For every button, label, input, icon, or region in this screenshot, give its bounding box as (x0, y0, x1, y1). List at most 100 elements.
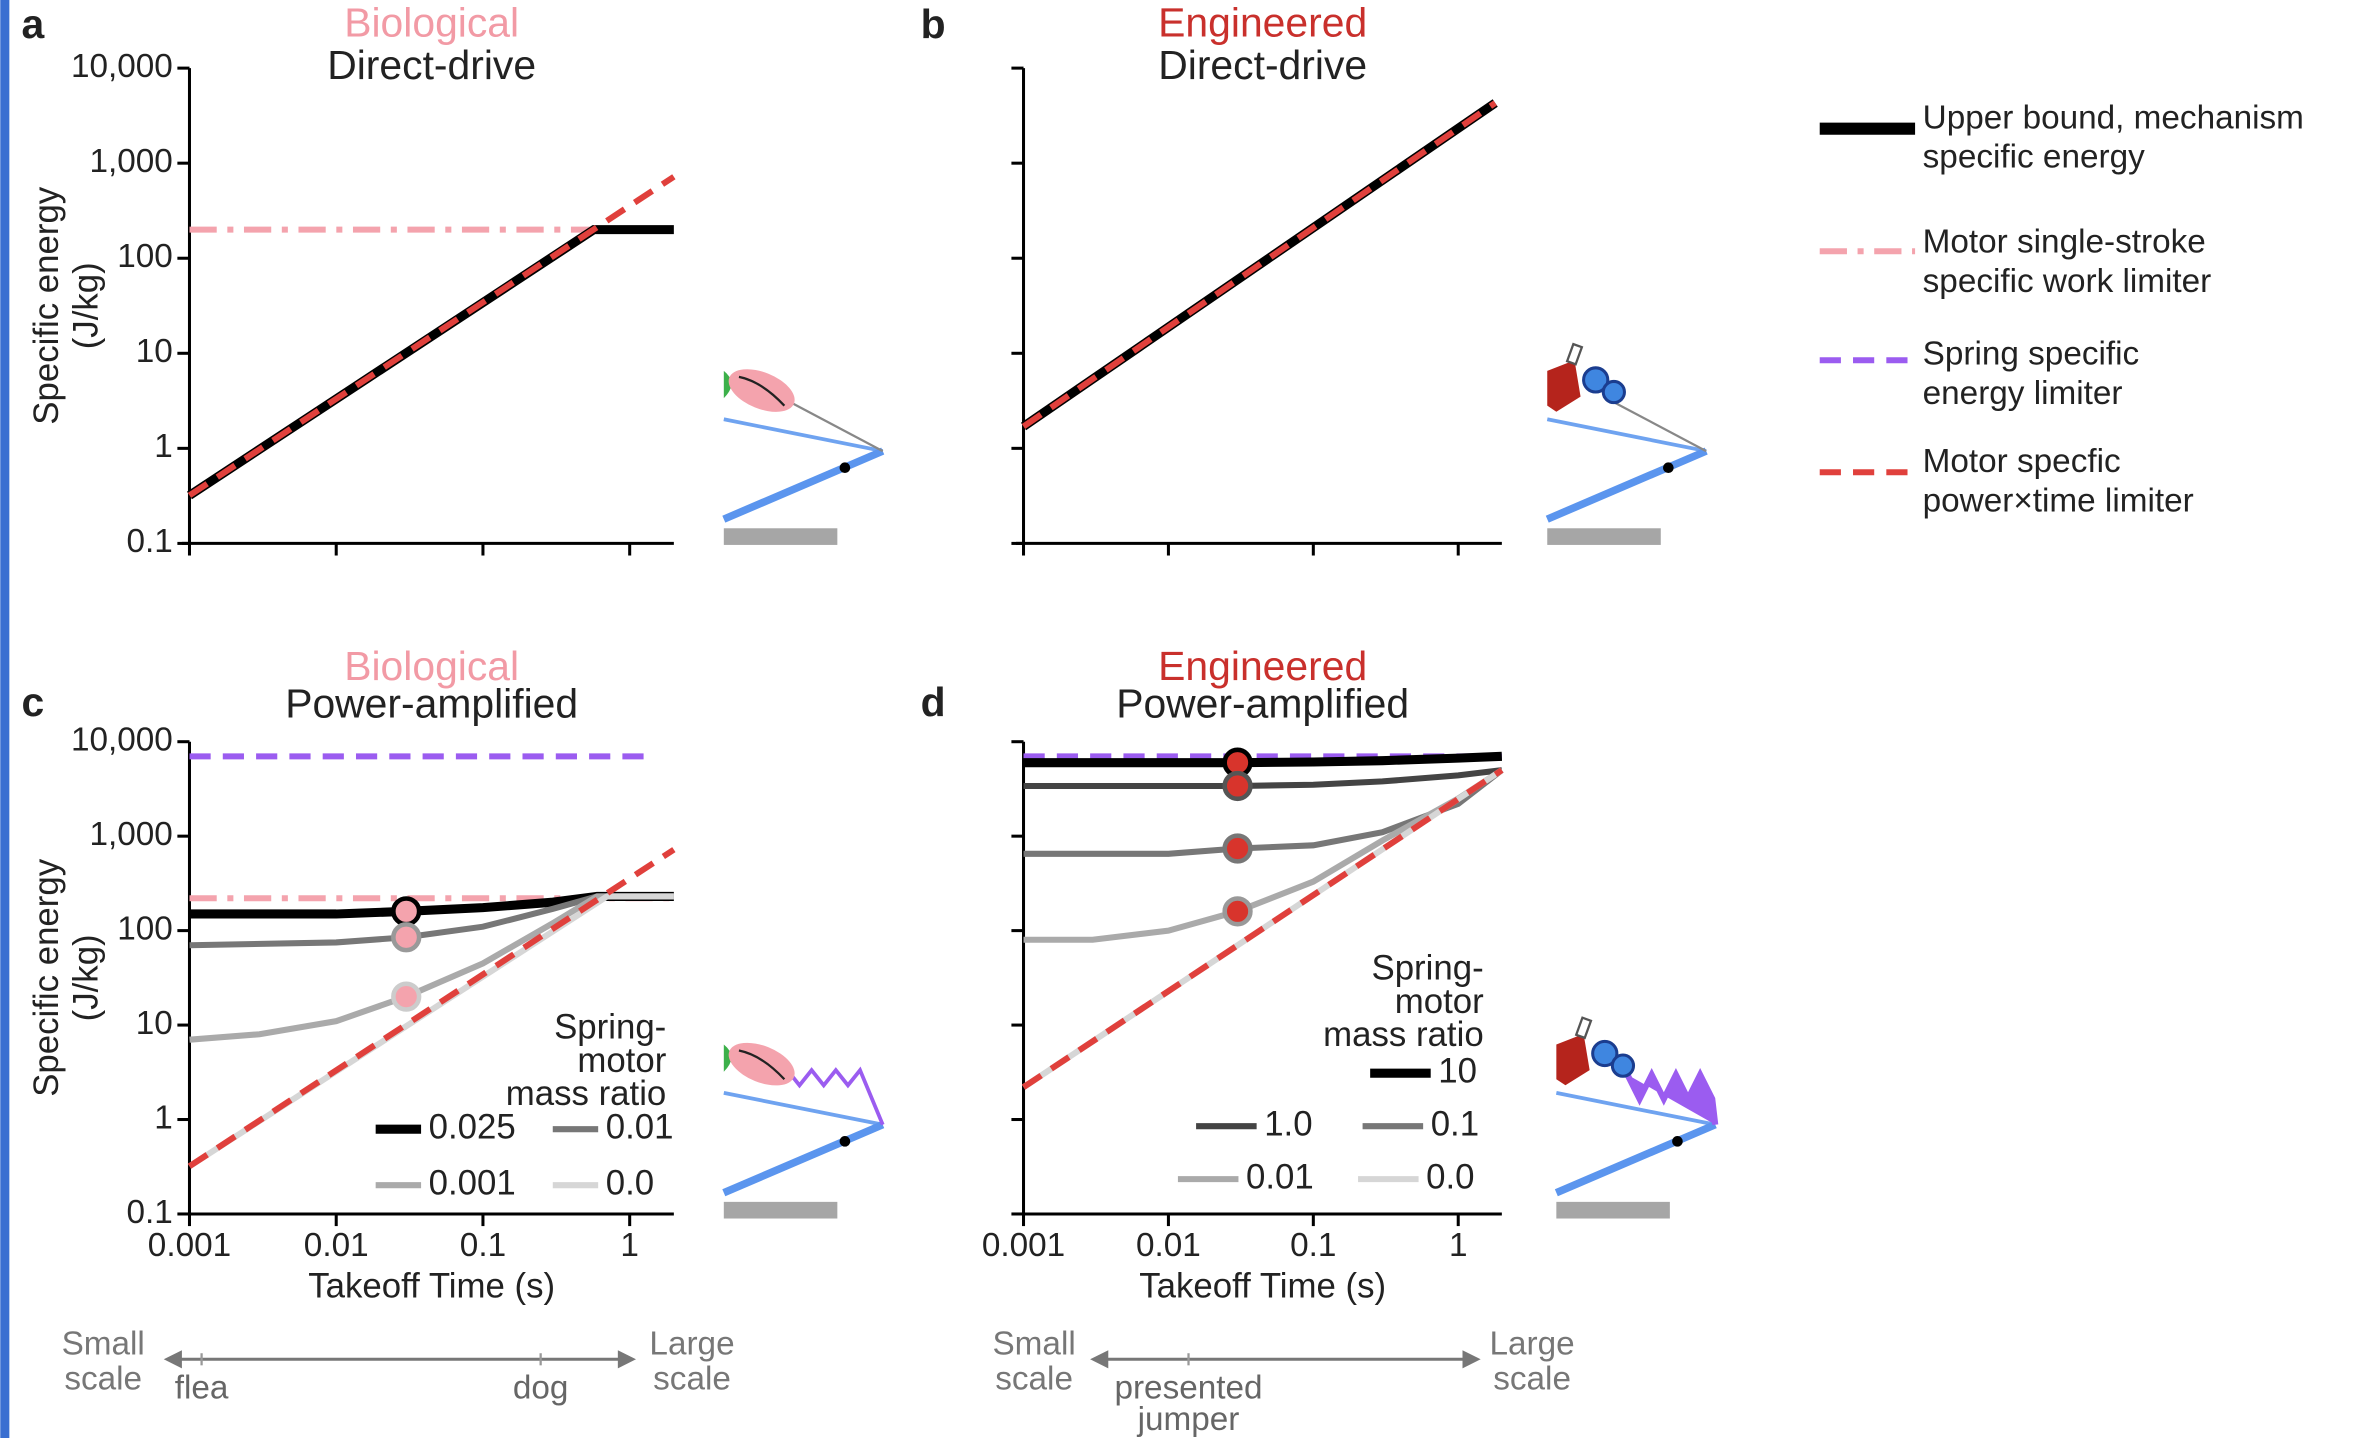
marker (1222, 770, 1253, 802)
motor-shaft (1574, 1016, 1593, 1040)
leg-lower (722, 447, 885, 523)
marker (1222, 896, 1253, 927)
legend-title: mass ratio (1323, 1015, 1484, 1054)
x-axis-label: Takeoff Time (s) (308, 1266, 555, 1305)
legend-label: power×time limiter (1923, 482, 2194, 519)
x-tick-label: 0.001 (148, 1227, 231, 1264)
legend-label: specific energy (1923, 139, 2145, 176)
arrow-head (1090, 1350, 1109, 1369)
series-line (1021, 767, 1504, 1090)
chart-title: Engineered (1158, 643, 1367, 689)
series-line (187, 847, 676, 1169)
ground (1547, 528, 1661, 545)
legend-label: Motor specfic (1923, 443, 2121, 480)
scale-label: scale (1493, 1360, 1571, 1397)
motor-shaft (1565, 342, 1584, 366)
legend-title: Spring- (1371, 948, 1483, 987)
scale-label: scale (995, 1360, 1073, 1397)
series-line (1023, 751, 1503, 768)
panel-label: a (21, 1, 44, 47)
legend-label: 0.01 (1246, 1157, 1314, 1196)
series-line (189, 893, 674, 1043)
legend-title: mass ratio (506, 1074, 667, 1113)
ground (1556, 1201, 1670, 1219)
legend-label: 1.0 (1264, 1104, 1312, 1143)
panel-label: b (921, 1, 946, 47)
x-tick-label: 1 (620, 1227, 639, 1264)
jumper-icon (722, 369, 885, 545)
legend-title: motor (1395, 982, 1484, 1021)
legend-label: 0.025 (429, 1107, 516, 1146)
x-tick-label: 0.01 (1136, 1227, 1201, 1264)
scale-example: presented (1114, 1369, 1262, 1406)
scale-example: flea (175, 1369, 229, 1406)
chart-title: Biological (344, 0, 519, 46)
legend-label: Motor single-stroke (1923, 224, 2206, 261)
leg-upper (1546, 417, 1707, 453)
chart-subtitle: Power-amplified (1116, 681, 1409, 727)
legend-label: 0.0 (606, 1163, 654, 1202)
legend-label: Spring specific (1923, 336, 2140, 373)
leg-upper (1555, 1091, 1716, 1127)
panel-label: d (921, 679, 946, 725)
joint (839, 1136, 851, 1147)
scale-example: jumper (1137, 1401, 1240, 1438)
leg-lower (1554, 1121, 1717, 1197)
leg-upper (723, 417, 884, 453)
scale-label: scale (64, 1360, 142, 1397)
gear (1610, 1053, 1636, 1078)
marker (391, 922, 422, 953)
legend-title: motor (577, 1041, 666, 1080)
scale-label: scale (653, 1360, 731, 1397)
leg-lower (722, 1121, 885, 1197)
jumper-icon (722, 1042, 885, 1219)
y-tick-label: 1 (154, 1099, 173, 1136)
legend-title: Spring- (554, 1008, 666, 1047)
series-line (1021, 100, 1497, 429)
y-tick-label: 0.1 (127, 523, 173, 560)
y-tick-label: 10 (136, 333, 173, 370)
scale-label: Small (992, 1325, 1075, 1362)
marker (391, 981, 422, 1012)
panel-label: c (21, 679, 44, 725)
motor (1547, 360, 1581, 412)
legend-label: 0.001 (429, 1163, 516, 1202)
marker (391, 896, 422, 927)
gear (1582, 366, 1610, 394)
y-tick-label: 1 (154, 428, 173, 465)
y-axis-label: Specific energy (27, 186, 66, 425)
series-line (187, 893, 674, 1169)
y-tick-label: 100 (117, 910, 173, 947)
muscle (728, 369, 795, 412)
legend-label: 10 (1438, 1051, 1477, 1090)
x-axis-label: Takeoff Time (s) (1139, 1266, 1386, 1305)
x-tick-label: 0.01 (304, 1227, 369, 1264)
y-tick-label: 1,000 (90, 143, 173, 180)
x-tick-label: 0.1 (1290, 1227, 1336, 1264)
legend-label: 0.1 (1431, 1104, 1479, 1143)
marker (1222, 833, 1253, 864)
jumper-icon (1554, 1016, 1719, 1219)
spring (785, 1066, 885, 1126)
y-axis-label: (J/kg) (66, 262, 105, 349)
leg-upper (723, 1091, 884, 1127)
y-axis-label: Specific energy (27, 858, 66, 1097)
chart-subtitle: Direct-drive (1158, 42, 1367, 88)
left-strip (0, 0, 10, 1438)
joint (1672, 1136, 1683, 1147)
scale-label: Small (62, 1325, 145, 1362)
tendon (779, 395, 884, 453)
series-line (1023, 767, 1504, 857)
y-axis-label: (J/kg) (66, 934, 105, 1021)
gear (1591, 1039, 1619, 1068)
leg-lower (1545, 447, 1708, 523)
gear (1601, 379, 1626, 405)
muscle (728, 1042, 795, 1086)
x-tick-label: 0.1 (460, 1227, 506, 1264)
jumper-icon (1545, 342, 1708, 545)
fiber (738, 1049, 786, 1081)
chart-title: Engineered (1158, 0, 1367, 46)
